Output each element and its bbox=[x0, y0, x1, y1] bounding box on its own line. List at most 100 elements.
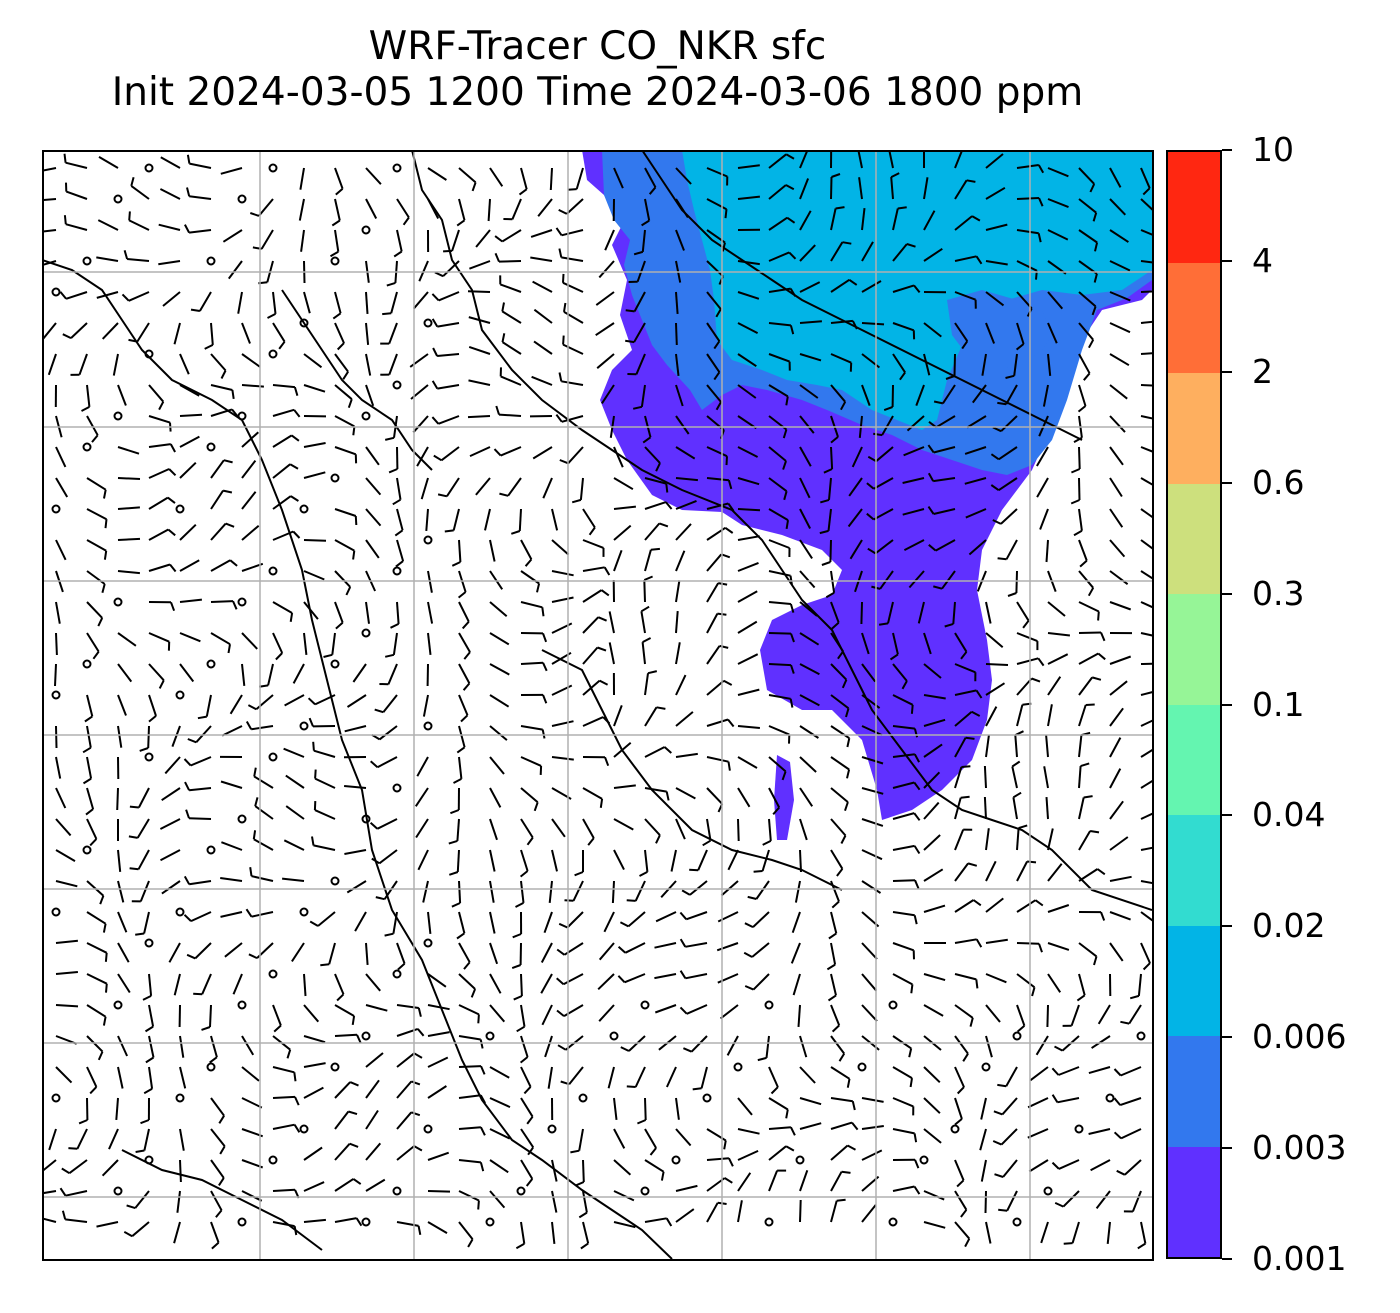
calm-wind-marker bbox=[609, 1031, 619, 1041]
wind-barb bbox=[314, 777, 336, 789]
wind-barb bbox=[799, 756, 817, 773]
wind-barb-flag bbox=[827, 994, 837, 1002]
wind-barb bbox=[458, 973, 476, 990]
wind-barb-flag bbox=[713, 340, 721, 350]
wind-barb-flag bbox=[724, 526, 734, 534]
wind-barb bbox=[1005, 384, 1018, 405]
wind-barb bbox=[1000, 508, 1018, 525]
wind-barb bbox=[86, 601, 103, 619]
wind-barb bbox=[440, 446, 460, 462]
wind-barb bbox=[861, 1149, 883, 1161]
wind-barb-flag bbox=[846, 737, 851, 748]
wind-barb bbox=[751, 942, 770, 958]
wind-barb bbox=[737, 818, 740, 842]
wind-barb-flag bbox=[201, 1026, 211, 1031]
wind-barb bbox=[790, 942, 801, 964]
wind-barb-flag bbox=[526, 837, 534, 846]
wind-barb bbox=[520, 725, 543, 731]
colorbar-tick bbox=[1222, 1147, 1232, 1150]
wind-barb bbox=[954, 1004, 974, 1019]
wind-barb bbox=[221, 841, 243, 851]
wind-barb bbox=[830, 1144, 849, 1161]
wind-barb bbox=[582, 716, 604, 727]
wind-barb-flag bbox=[375, 896, 385, 901]
wind-barb bbox=[624, 942, 646, 954]
wind-barb-flag bbox=[838, 1053, 846, 1062]
wind-barb bbox=[985, 897, 1004, 913]
wind-barb bbox=[1000, 415, 1018, 432]
wind-barb bbox=[313, 749, 336, 758]
wind-barb-flag bbox=[371, 857, 381, 865]
wind-barb bbox=[1078, 198, 1097, 214]
wind-barb bbox=[241, 1097, 263, 1109]
wind-barb bbox=[613, 849, 625, 871]
wind-barb bbox=[985, 860, 997, 882]
wind-barb bbox=[365, 1004, 388, 1012]
wind-barb bbox=[108, 1128, 119, 1150]
wind-barb bbox=[334, 167, 344, 190]
wind-barb bbox=[1045, 735, 1049, 758]
wind-barb-flag bbox=[783, 490, 788, 501]
wind-barb bbox=[1011, 766, 1018, 789]
wind-barb bbox=[55, 539, 67, 561]
wind-barb bbox=[799, 477, 811, 499]
wind-barb bbox=[954, 632, 968, 653]
wind-barb bbox=[1062, 1190, 1080, 1208]
wind-barb bbox=[923, 868, 944, 882]
wind-barb bbox=[1078, 353, 1091, 374]
wind-barb-flag bbox=[831, 1024, 840, 1033]
wind-barb-flag bbox=[461, 621, 470, 630]
wind-barb bbox=[551, 1190, 558, 1213]
wind-barb bbox=[654, 973, 677, 980]
wind-barb-flag bbox=[392, 498, 402, 506]
wind-barb-flag bbox=[558, 372, 563, 382]
wind-barb bbox=[303, 384, 326, 393]
wind-barb-flag bbox=[148, 715, 157, 723]
wind-barb bbox=[1140, 446, 1152, 453]
wind-barb-flag bbox=[128, 211, 131, 221]
wind-barb-flag bbox=[170, 601, 176, 612]
wind-barb bbox=[272, 1188, 296, 1192]
wind-barb bbox=[365, 384, 375, 407]
wind-barb bbox=[1140, 942, 1151, 964]
wind-barb bbox=[830, 818, 847, 837]
wind-barb-flag bbox=[101, 583, 106, 593]
wind-barb bbox=[168, 942, 181, 963]
wind-barb-flag bbox=[390, 622, 400, 629]
wind-barb-flag bbox=[85, 808, 94, 816]
wind-barb-flag bbox=[1054, 1045, 1063, 1052]
wind-barb bbox=[210, 384, 233, 391]
wind-barb bbox=[1109, 768, 1122, 789]
wind-barb bbox=[1000, 1128, 1018, 1146]
wind-barb-flag bbox=[1051, 1067, 1060, 1076]
wind-barb bbox=[409, 353, 429, 368]
wind-barb bbox=[954, 973, 977, 981]
wind-barb bbox=[737, 787, 751, 808]
wind-barb-flag bbox=[332, 312, 342, 320]
wind-barb bbox=[892, 1035, 912, 1050]
wind-barb bbox=[303, 1181, 325, 1192]
wind-barb bbox=[830, 756, 850, 771]
wind-barb-flag bbox=[183, 875, 191, 885]
colorbar-tick bbox=[1222, 149, 1232, 151]
wind-barb bbox=[189, 195, 212, 200]
wind-barb bbox=[188, 817, 212, 820]
wind-barb-flag bbox=[227, 644, 231, 654]
wind-barb bbox=[923, 1128, 942, 1144]
wind-barb bbox=[224, 942, 243, 958]
wind-barb bbox=[861, 1125, 884, 1130]
wind-barb-flag bbox=[567, 188, 577, 191]
wind-barb bbox=[892, 812, 915, 820]
wind-barb bbox=[892, 1185, 915, 1192]
wind-barb bbox=[1078, 766, 1082, 789]
wind-barb bbox=[458, 1035, 481, 1041]
wind-barb bbox=[719, 1004, 739, 1020]
wind-barb bbox=[42, 1190, 57, 1195]
calm-wind-marker bbox=[175, 504, 185, 514]
wind-barb bbox=[1058, 1159, 1080, 1170]
wind-barb-flag bbox=[1012, 791, 1022, 799]
wind-barb bbox=[861, 322, 885, 326]
wind-barb-flag bbox=[477, 1014, 480, 1024]
wind-barb bbox=[148, 468, 170, 479]
wind-barb bbox=[232, 973, 243, 995]
